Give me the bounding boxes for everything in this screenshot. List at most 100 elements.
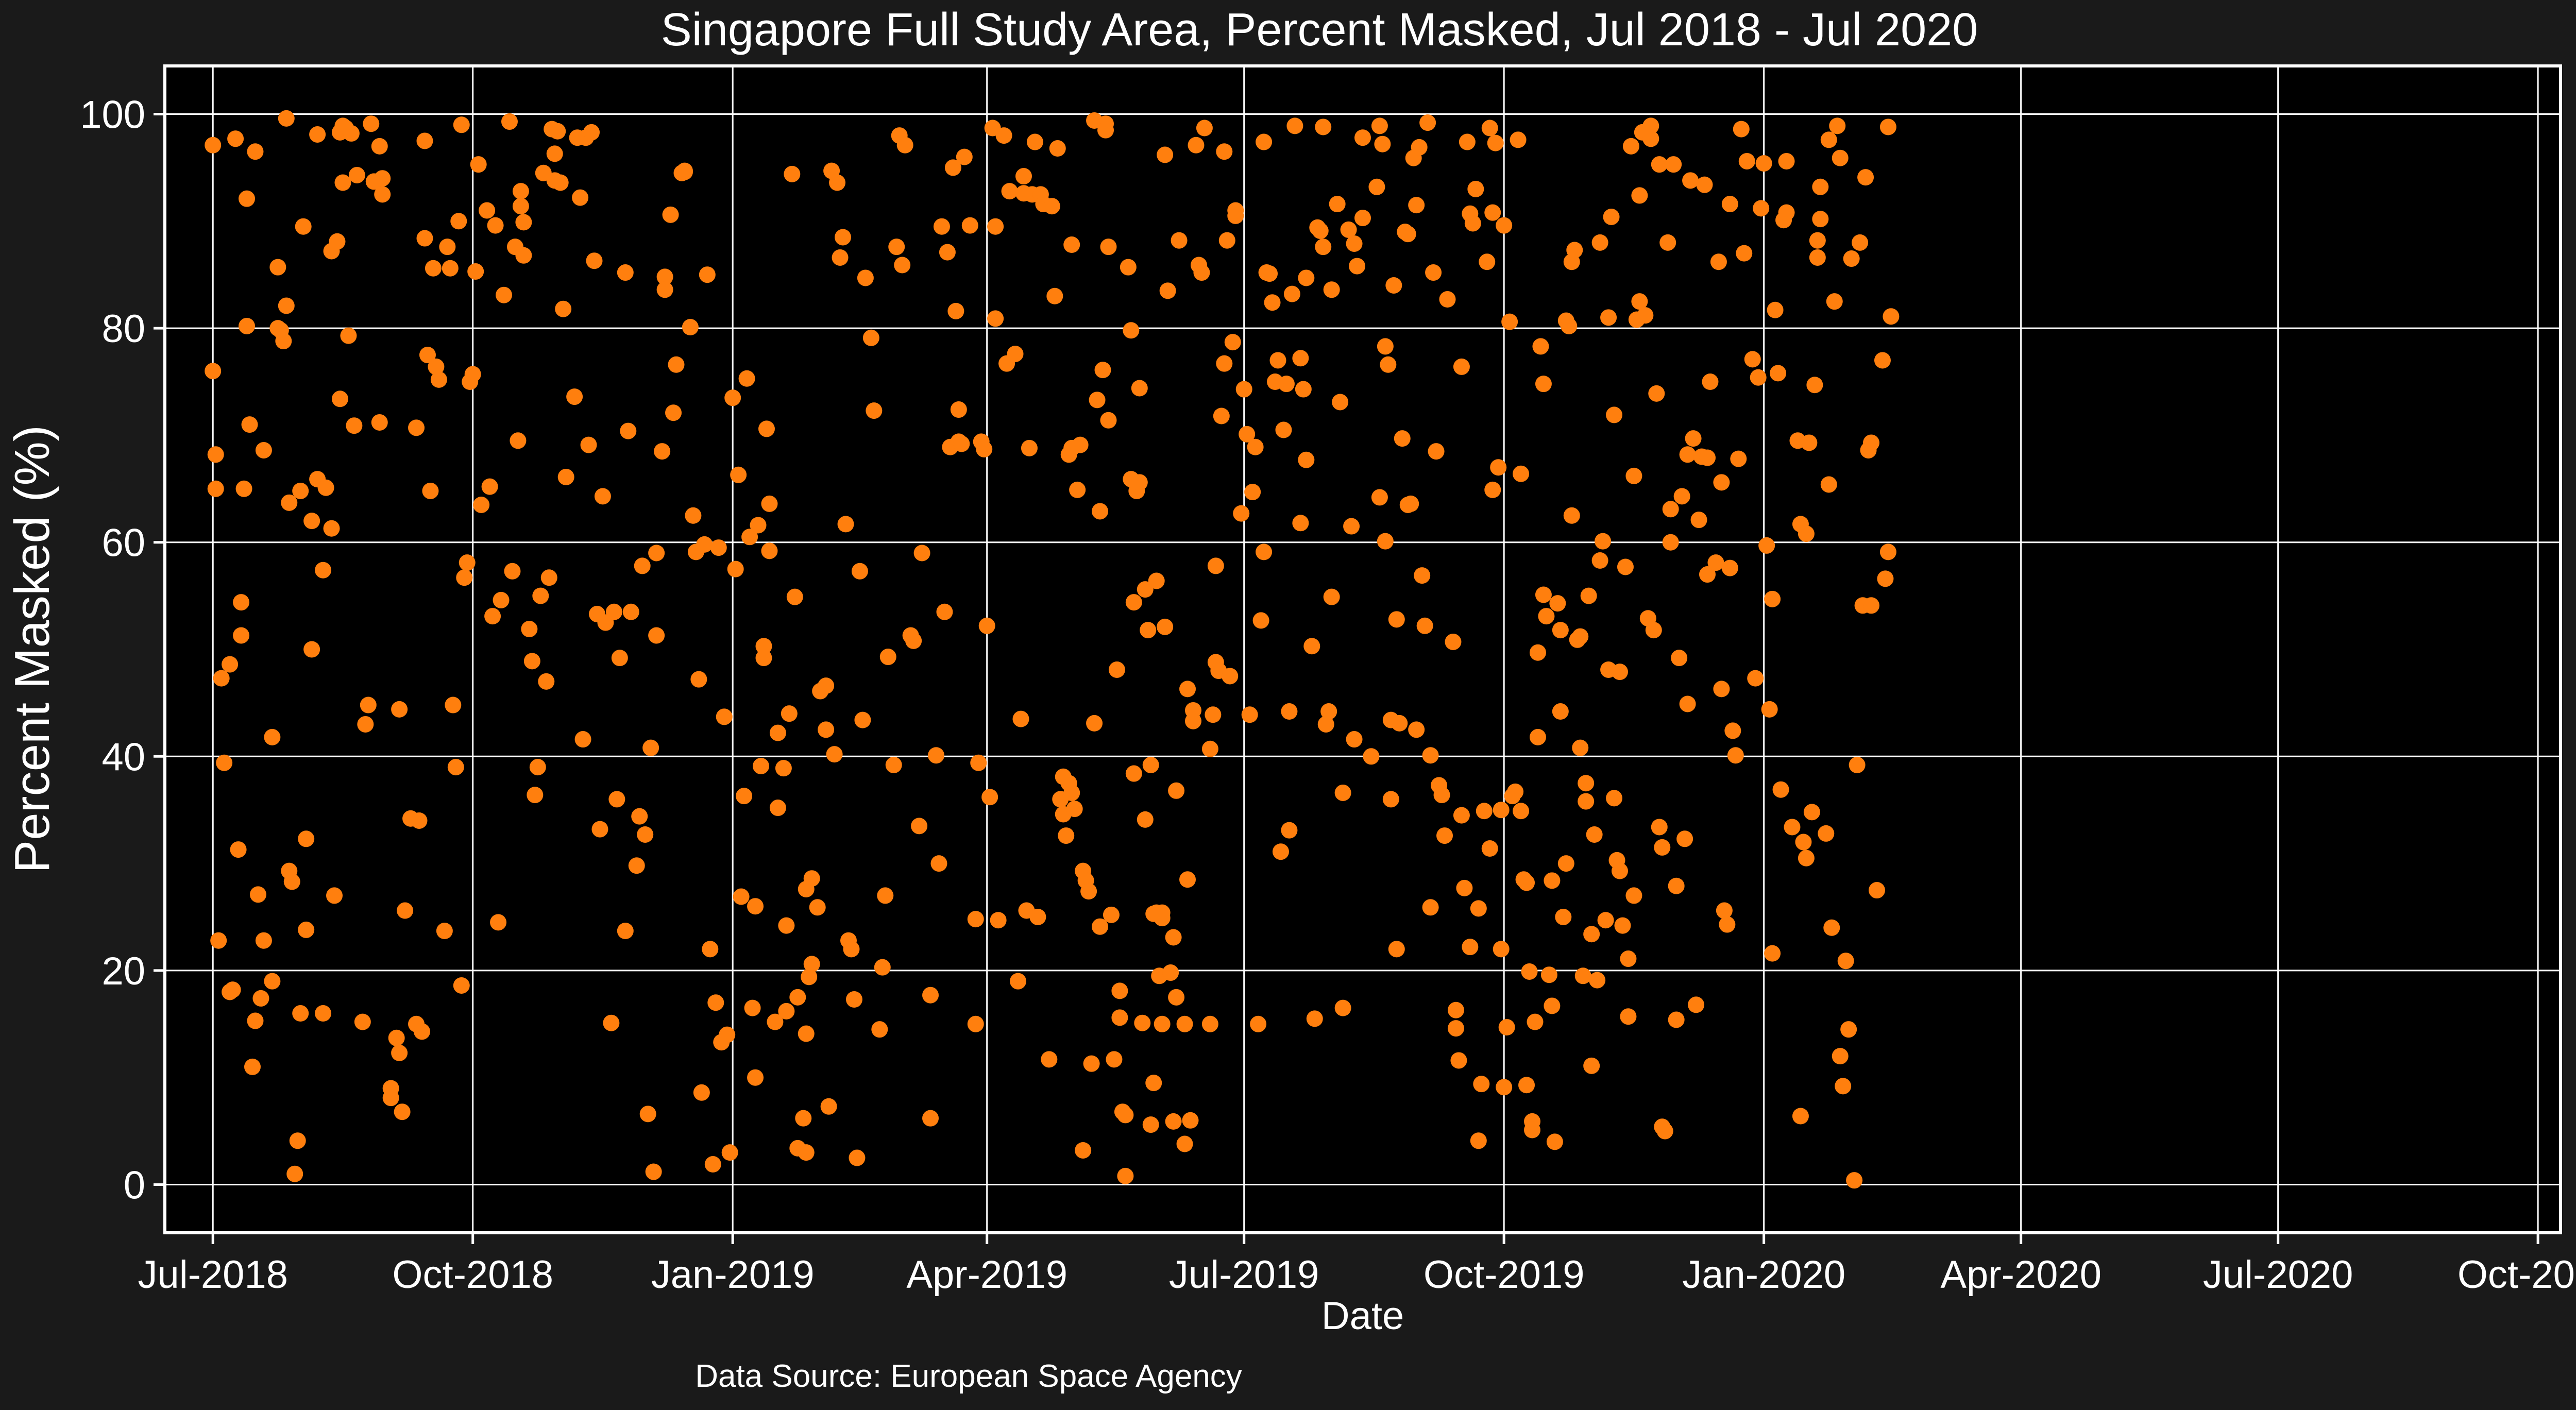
data-point (1673, 488, 1690, 505)
data-point (1518, 1077, 1535, 1094)
data-point (1513, 465, 1530, 482)
data-point (1374, 135, 1391, 152)
data-point (334, 174, 351, 191)
data-point (933, 218, 950, 235)
data-point (264, 728, 281, 745)
data-point (1578, 793, 1595, 810)
data-point (1676, 830, 1693, 847)
data-point (264, 973, 281, 990)
data-point (1425, 264, 1442, 281)
data-point (292, 482, 309, 499)
data-point (744, 999, 761, 1016)
data-point (716, 708, 733, 725)
data-point (207, 480, 224, 497)
data-point (930, 855, 947, 872)
data-point (360, 696, 377, 714)
data-point (1134, 1014, 1151, 1031)
data-point (594, 488, 611, 505)
data-point (1026, 133, 1043, 150)
data-point (956, 148, 973, 165)
data-point (1252, 612, 1269, 629)
data-point (1529, 644, 1546, 661)
data-point (247, 143, 264, 160)
data-point (1561, 317, 1578, 334)
data-point (1162, 964, 1179, 981)
data-point (1058, 827, 1075, 844)
y-tick-label: 80 (101, 307, 145, 351)
data-point (1447, 1001, 1464, 1018)
data-point (1012, 710, 1029, 727)
data-point (789, 989, 806, 1006)
data-point (829, 174, 846, 191)
data-point (1303, 638, 1320, 655)
data-point (1642, 117, 1659, 134)
data-point (1473, 1076, 1490, 1093)
data-point (1820, 476, 1837, 493)
data-point (1679, 446, 1696, 463)
data-point (1015, 168, 1032, 185)
data-point (1622, 138, 1639, 155)
data-point (1108, 661, 1125, 678)
data-point (1176, 1135, 1193, 1152)
data-point (849, 1149, 866, 1166)
data-point (719, 1026, 736, 1043)
chart-title: Singapore Full Study Area, Percent Maske… (661, 4, 1978, 56)
data-point (1772, 781, 1789, 798)
data-point (464, 366, 481, 383)
data-point (778, 1003, 795, 1020)
data-point (1481, 840, 1498, 857)
data-point (628, 857, 645, 874)
data-point (572, 189, 589, 206)
data-point (1456, 879, 1473, 896)
data-point (843, 941, 860, 958)
data-point (1394, 430, 1411, 447)
data-point (1239, 426, 1256, 443)
data-point (1540, 966, 1557, 983)
data-point (445, 696, 462, 714)
x-tick-label: Oct-2020 (2458, 1253, 2576, 1297)
data-point (1179, 681, 1196, 698)
data-point (1137, 581, 1154, 598)
data-point (1857, 169, 1874, 186)
data-point (269, 259, 286, 276)
data-point (1315, 239, 1332, 256)
data-point (241, 416, 258, 433)
data-point (866, 402, 883, 419)
data-point (702, 941, 719, 958)
y-axis-ticks: 0 20 40 60 80 100 (80, 93, 165, 1207)
data-point (1552, 622, 1569, 639)
data-point (1445, 633, 1462, 650)
data-point (1874, 352, 1891, 369)
data-point (1544, 872, 1561, 889)
data-point (230, 841, 247, 858)
data-point (1349, 258, 1366, 275)
data-point (1832, 1048, 1849, 1065)
data-point (1103, 906, 1120, 923)
data-point (210, 932, 227, 949)
data-point (512, 198, 529, 215)
data-point (1371, 117, 1388, 134)
data-point (1137, 811, 1154, 828)
data-point (1764, 590, 1781, 607)
data-point (1117, 1107, 1134, 1124)
data-point (1227, 202, 1244, 219)
data-point (603, 1014, 620, 1031)
data-point (1835, 1078, 1852, 1095)
data-point (1224, 334, 1241, 351)
data-point (467, 263, 484, 280)
data-point (1298, 451, 1315, 468)
data-point (216, 754, 233, 771)
data-point (862, 329, 879, 346)
x-tick-label: Jul-2018 (138, 1253, 288, 1297)
data-point (1481, 120, 1498, 137)
data-point (1089, 392, 1106, 409)
data-point (515, 247, 532, 264)
data-point (1029, 908, 1046, 925)
data-point (442, 260, 459, 277)
data-point (222, 656, 239, 673)
data-point (1552, 703, 1569, 720)
data-point (487, 217, 504, 234)
data-point (1719, 916, 1736, 933)
data-point (1235, 381, 1252, 398)
data-point (1281, 703, 1298, 720)
